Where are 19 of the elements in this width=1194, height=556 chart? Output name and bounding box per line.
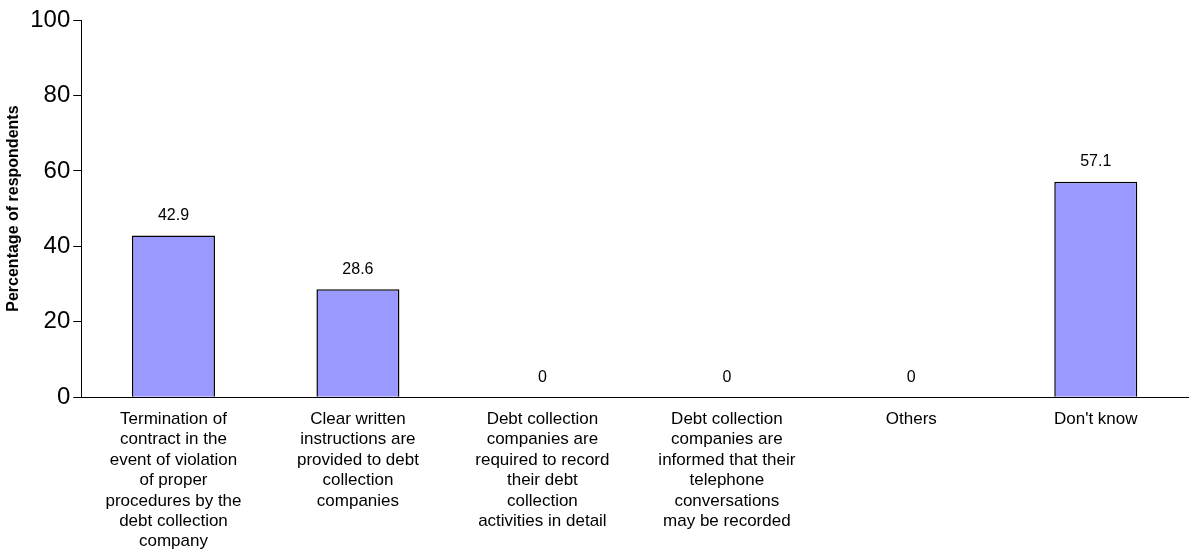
data-label: 0 <box>906 367 916 385</box>
x-tick-label: Debt collection companies are required to record their debt collection activities in detail <box>475 409 610 531</box>
x-tick-label: Don't know <box>1053 409 1139 429</box>
y-tick-label: 0 <box>56 381 71 409</box>
y-tick-label: 80 <box>43 80 71 108</box>
y-tick-label: 20 <box>43 306 71 334</box>
data-label: 0 <box>722 367 732 385</box>
data-label: 42.9 <box>157 205 190 223</box>
y-tick-label: 60 <box>43 155 71 183</box>
y-tick-label: 100 <box>30 4 71 32</box>
x-tick-label: Debt collection companies are informed that their telephone conversations may be recorded <box>658 409 796 531</box>
x-tick-label: Others <box>885 409 937 429</box>
y-tick-label: 40 <box>43 230 71 258</box>
data-label: 0 <box>537 367 547 385</box>
x-tick-label: Clear written instructions are provided to debt collection companies <box>296 409 420 510</box>
data-label: 57.1 <box>1080 152 1112 170</box>
x-tick-label: Termination of contract in the event of violation of proper procedures by the debt collection company <box>105 409 242 551</box>
y-axis-title: Percentage of respondents <box>4 105 22 312</box>
data-label: 28.6 <box>342 259 374 277</box>
